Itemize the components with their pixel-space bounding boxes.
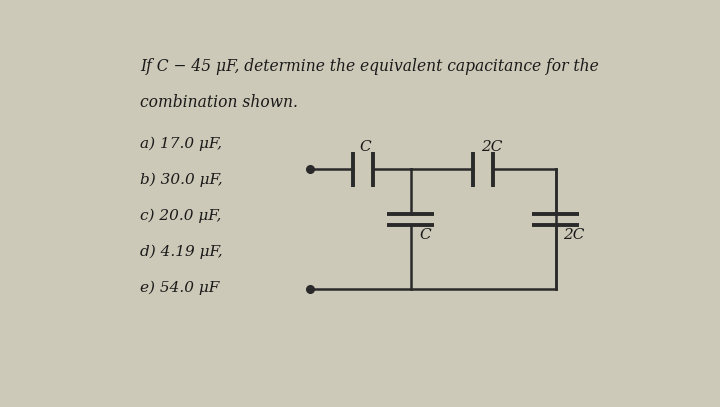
Text: 2C: 2C — [481, 140, 503, 154]
Text: d) 4.19 μF,: d) 4.19 μF, — [140, 245, 223, 259]
Text: e) 54.0 μF: e) 54.0 μF — [140, 281, 220, 295]
Text: combination shown.: combination shown. — [140, 94, 298, 111]
Text: c) 20.0 μF,: c) 20.0 μF, — [140, 209, 222, 223]
Text: 2C: 2C — [562, 228, 584, 242]
Text: b) 30.0 μF,: b) 30.0 μF, — [140, 173, 223, 187]
Text: C: C — [419, 228, 431, 242]
Text: a) 17.0 μF,: a) 17.0 μF, — [140, 137, 222, 151]
Text: If C − 45 μF, determine the equivalent capacitance for the: If C − 45 μF, determine the equivalent c… — [140, 58, 599, 75]
Text: C: C — [359, 140, 372, 154]
